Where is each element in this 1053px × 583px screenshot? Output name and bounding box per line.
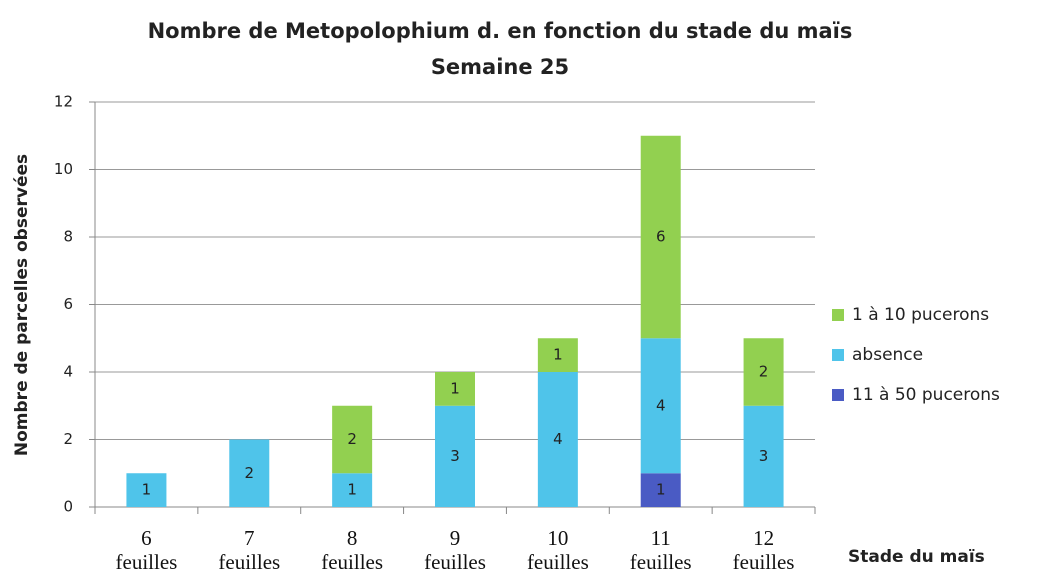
- x-tick-label: 6 feuilles: [115, 526, 178, 574]
- data-label: 2: [759, 363, 769, 381]
- x-tick-label: 11 feuilles: [629, 526, 692, 574]
- legend-swatch: [832, 309, 844, 321]
- legend-swatch: [832, 389, 844, 401]
- bar-segment: [537, 372, 578, 507]
- bar-segment: [743, 338, 784, 406]
- data-label: 4: [656, 396, 666, 414]
- x-tick-label: 12 feuilles: [732, 526, 795, 574]
- data-label: 3: [759, 447, 769, 465]
- chart-subtitle: Semaine 25: [431, 55, 569, 79]
- y-tick-label: 10: [54, 160, 73, 178]
- y-tick-label: 0: [63, 498, 73, 516]
- data-label: 1: [450, 379, 460, 397]
- y-tick-label: 6: [63, 295, 73, 313]
- bar-segment: [332, 405, 373, 474]
- data-label: 2: [245, 464, 255, 482]
- bar-segment: [640, 473, 681, 507]
- x-axis-title: Stade du maïs: [848, 547, 985, 567]
- bar-segment: [435, 372, 475, 406]
- y-axis-title: Nombre de parcelles observées: [12, 154, 32, 456]
- bar-segment: [229, 439, 270, 507]
- legend-swatch: [832, 349, 844, 361]
- y-tick-label: 4: [63, 363, 73, 381]
- x-tick-label: 10 feuilles: [526, 526, 589, 574]
- data-label: 6: [656, 228, 666, 246]
- data-label: 2: [347, 430, 357, 448]
- bar-segment: [640, 135, 681, 339]
- legend-label: absence: [852, 345, 923, 365]
- x-tick-label: 7 feuilles: [218, 526, 281, 574]
- data-label: 1: [142, 481, 152, 499]
- bar-segment: [435, 405, 475, 507]
- data-label: 1: [347, 481, 357, 499]
- y-tick-label: 8: [63, 228, 73, 246]
- x-tick-label: 8 feuilles: [321, 526, 384, 574]
- data-label: 1: [656, 481, 666, 499]
- bar-segment: [537, 338, 578, 372]
- bar-segment: [743, 405, 784, 507]
- bar-segment: [332, 473, 373, 507]
- data-label: 3: [450, 447, 460, 465]
- bar-segment: [640, 338, 681, 474]
- chart-title: Nombre de Metopolophium d. en fonction d…: [148, 19, 853, 43]
- data-label: 1: [553, 346, 563, 364]
- x-tick-label: 9 feuilles: [424, 526, 486, 574]
- y-tick-label: 2: [63, 430, 73, 448]
- data-label: 4: [553, 430, 563, 448]
- legend-label: 11 à 50 pucerons: [852, 385, 1000, 405]
- bar-segment: [126, 473, 167, 507]
- y-tick-label: 12: [54, 93, 73, 111]
- legend-label: 1 à 10 pucerons: [852, 305, 989, 325]
